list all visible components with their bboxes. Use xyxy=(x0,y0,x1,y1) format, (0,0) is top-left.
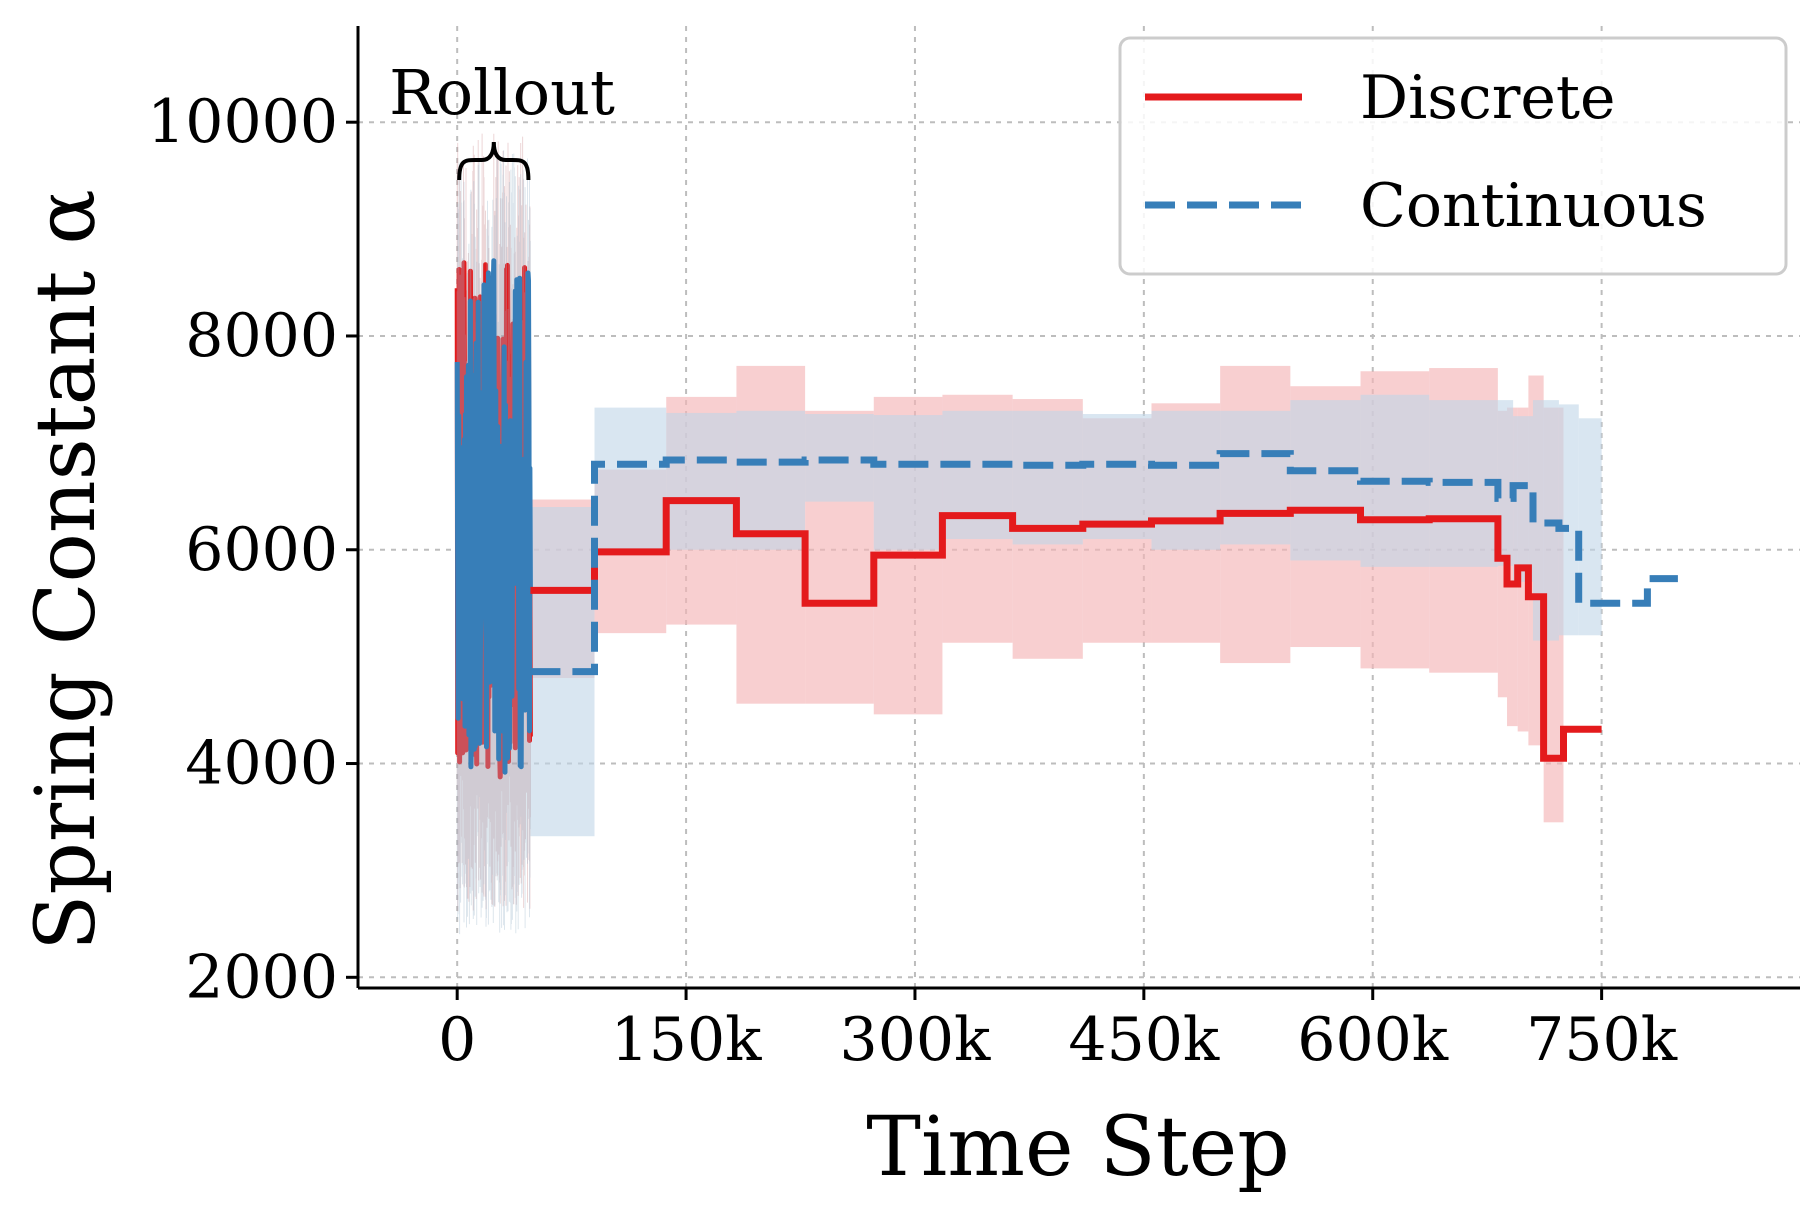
rollout-annotation-label: Rollout xyxy=(389,56,615,129)
band-segment xyxy=(736,410,806,550)
y-tick-label: 10000 xyxy=(147,87,338,157)
x-tick-label: 0 xyxy=(438,1005,476,1075)
band-segment xyxy=(1290,400,1361,561)
series-line-continuous xyxy=(530,450,1678,676)
band-segment xyxy=(1220,410,1291,545)
band-segment xyxy=(666,412,737,550)
band-segment xyxy=(1578,418,1602,636)
rollout-brace xyxy=(457,141,531,181)
band-segment xyxy=(1513,416,1533,582)
legend-label-discrete: Discrete xyxy=(1360,63,1616,133)
band-segment xyxy=(594,407,667,550)
series-line-discrete xyxy=(530,497,1602,762)
x-axis-title: Time Step xyxy=(866,1100,1289,1195)
x-tick-label: 150k xyxy=(611,1005,763,1075)
band-segment xyxy=(1151,410,1221,550)
x-tick-label: 750k xyxy=(1526,1005,1678,1075)
y-axis-title: Spring Constant α xyxy=(19,189,114,951)
rollout-line-continuous xyxy=(454,258,533,775)
axes xyxy=(346,26,1800,1000)
band-segment xyxy=(1012,410,1083,545)
band-segment xyxy=(1558,404,1579,636)
legend: Discrete Continuous xyxy=(1118,36,1788,276)
x-tick-label: 300k xyxy=(840,1005,992,1075)
y-tick-label: 6000 xyxy=(185,515,338,585)
band-segment xyxy=(873,415,943,550)
x-tick-label: 600k xyxy=(1297,1005,1449,1075)
tick-labels: 0 150k 300k 450k 600k 750k 2000 4000 6000 8000 100… xyxy=(147,87,1678,1075)
y-tick-label: 8000 xyxy=(185,301,338,371)
x-tick-label: 450k xyxy=(1068,1005,1220,1075)
legend-label-continuous: Continuous xyxy=(1360,171,1707,241)
band-segment xyxy=(1082,414,1152,540)
series-lines xyxy=(530,450,1678,762)
band-segment xyxy=(1497,400,1514,566)
y-tick-label: 2000 xyxy=(185,942,338,1012)
confidence-bands xyxy=(530,365,1602,837)
rollout-region xyxy=(454,133,533,935)
band-segment xyxy=(1507,407,1518,727)
y-tick-label: 4000 xyxy=(185,729,338,799)
band-segment xyxy=(942,410,1013,540)
